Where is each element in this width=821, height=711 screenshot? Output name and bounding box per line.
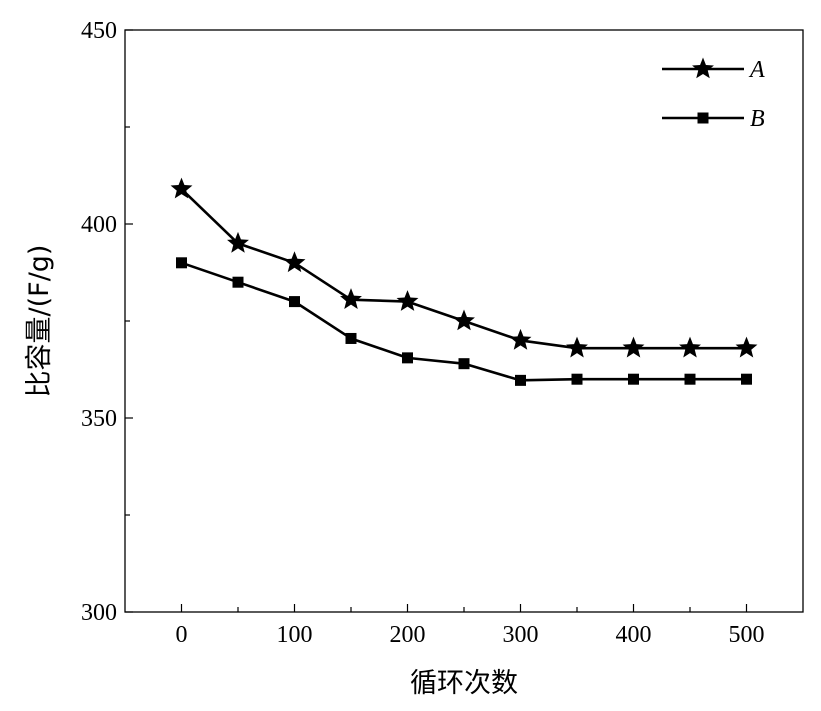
legend-marker xyxy=(697,112,709,124)
series-b xyxy=(176,257,752,386)
legend-item-a: A xyxy=(662,57,765,83)
x-tick-label: 400 xyxy=(616,622,652,648)
legend-label: A xyxy=(748,57,765,83)
x-tick-label: 0 xyxy=(176,622,188,648)
series-b-point xyxy=(571,373,583,385)
series-a-point xyxy=(283,251,306,273)
x-tick-label: 200 xyxy=(390,622,426,648)
series-b-point xyxy=(515,374,526,386)
y-ticks: 300 350 400 450 xyxy=(81,18,133,626)
series-b-point xyxy=(345,332,357,344)
y-tick-label: 350 xyxy=(81,406,117,432)
series-b-point xyxy=(458,358,470,370)
series-b-point xyxy=(741,373,752,385)
series-b-point xyxy=(289,296,300,308)
y-axis-title: 比容量/(F/g) xyxy=(24,245,55,398)
x-tick-label: 500 xyxy=(729,622,765,648)
series-a-point xyxy=(396,290,419,311)
series-a-point xyxy=(622,336,645,358)
legend-item-b: B xyxy=(662,106,765,132)
series-b-point xyxy=(232,276,244,288)
series-b-point xyxy=(684,373,696,385)
y-tick-label: 400 xyxy=(81,212,117,238)
series-b-point xyxy=(176,257,187,269)
series-a-point xyxy=(453,309,475,331)
series-a-point xyxy=(227,231,249,253)
legend-label: B xyxy=(750,106,765,132)
y-tick-label: 300 xyxy=(81,600,117,626)
x-tick-label: 100 xyxy=(277,622,313,648)
legend: AB xyxy=(662,57,765,132)
series-a-point xyxy=(566,336,588,358)
series-a xyxy=(170,177,758,358)
series-a-point xyxy=(735,336,758,358)
legend-marker xyxy=(692,57,714,79)
series-b-point xyxy=(628,373,639,385)
series-a-point xyxy=(340,288,362,309)
series-a-point xyxy=(679,336,701,358)
series-a-point xyxy=(509,328,532,350)
x-ticks: 0 100 200 300 400 500 xyxy=(176,604,765,648)
y-tick-label: 450 xyxy=(81,18,117,44)
series-layer xyxy=(170,177,758,386)
series-a-point xyxy=(170,177,193,199)
x-axis-title: 循环次数 xyxy=(410,668,518,699)
x-tick-label: 300 xyxy=(503,622,539,648)
series-b-point xyxy=(402,352,413,364)
